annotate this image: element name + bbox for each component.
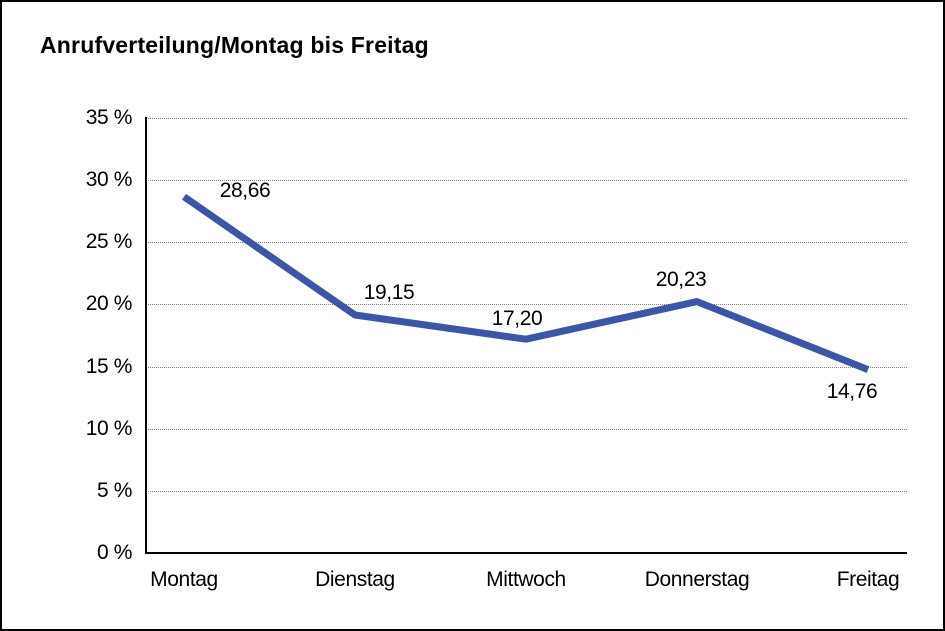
gridline	[145, 304, 907, 305]
y-axis-tick-label: 20 %	[85, 292, 133, 315]
gridline	[145, 491, 907, 492]
data-point-label: 19,15	[363, 280, 415, 304]
y-axis-tick-label: 15 %	[85, 355, 133, 378]
gridline	[145, 242, 907, 243]
data-point-label: 17,20	[491, 307, 543, 331]
y-axis-tick-label: 10 %	[85, 417, 133, 440]
x-axis-category-label: Freitag	[836, 568, 900, 591]
chart-title: Anrufverteilung/Montag bis Freitag	[40, 32, 429, 58]
gridline	[145, 180, 907, 181]
y-axis-tick-label: 0 %	[97, 541, 132, 564]
y-axis-tick-label: 5 %	[97, 479, 132, 502]
x-axis-category-label: Dienstag	[315, 568, 395, 591]
x-axis-line	[145, 552, 907, 554]
y-axis-tick-label: 35 %	[85, 106, 133, 129]
y-axis-tick-label: 30 %	[85, 168, 133, 191]
x-axis-category-label: Donnerstag	[644, 568, 750, 591]
data-point-label: 20,23	[655, 267, 707, 291]
data-point-label: 28,66	[219, 178, 271, 202]
series-line	[182, 193, 870, 373]
data-point-label: 14,76	[826, 379, 878, 403]
x-axis-category-label: Montag	[150, 568, 218, 591]
x-axis-category-label: Mittwoch	[486, 568, 566, 591]
y-axis-tick-label: 25 %	[85, 230, 133, 253]
y-axis-line	[145, 117, 147, 553]
gridline	[145, 367, 907, 368]
gridline	[145, 118, 907, 119]
gridline	[145, 429, 907, 430]
